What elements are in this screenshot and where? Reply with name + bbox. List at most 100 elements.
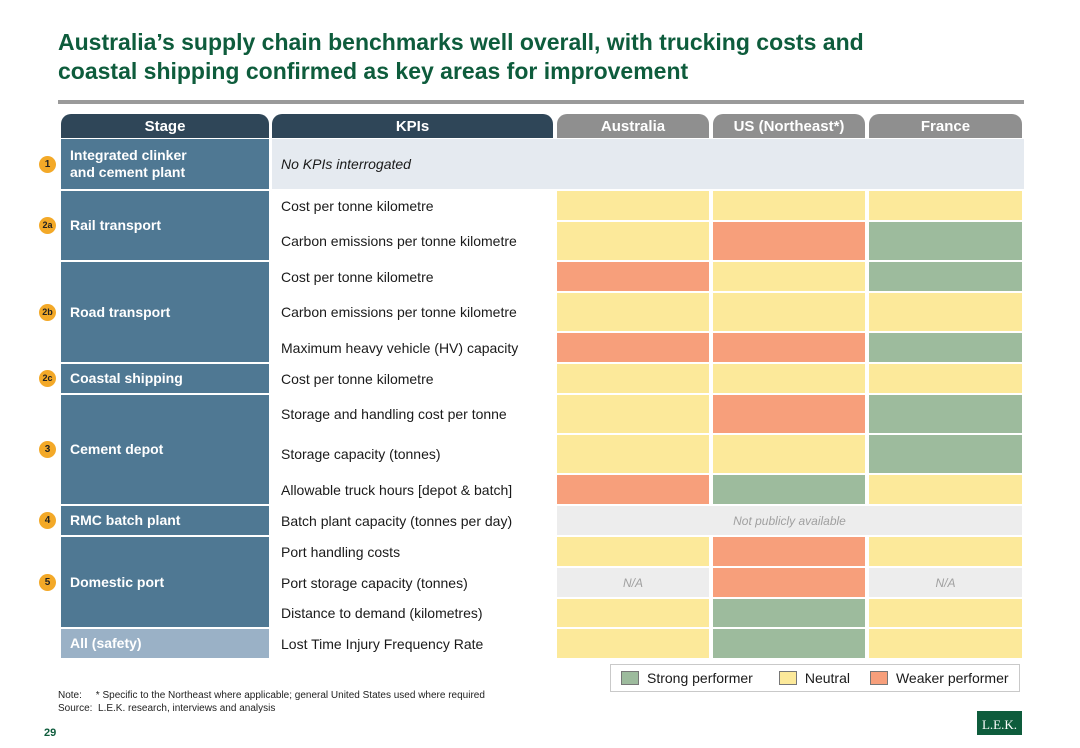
us-rating-cell <box>713 435 865 473</box>
australia-rating-cell <box>557 262 709 291</box>
stage-cell: Rail transport <box>61 191 269 260</box>
kpi-cell: Carbon emissions per tonne kilometre <box>272 222 553 260</box>
us-rating-cell <box>713 262 865 291</box>
title-line-1: Australia’s supply chain benchmarks well… <box>58 29 864 55</box>
na-label: N/A <box>935 575 956 590</box>
stage-cell: RMC batch plant <box>61 506 269 535</box>
kpi-label: Storage capacity (tonnes) <box>281 446 441 462</box>
australia-rating-cell <box>557 191 709 220</box>
kpi-label: Allowable truck hours [depot & batch] <box>281 481 513 498</box>
stage-number-badge: 5 <box>39 573 56 591</box>
kpi-label: Carbon emissions per tonne kilometre <box>281 233 517 249</box>
header-france: France <box>869 114 1022 138</box>
us-rating-cell <box>713 537 865 566</box>
stage-label: Rail transport <box>70 217 162 233</box>
kpi-cell: Storage capacity (tonnes) <box>272 435 553 473</box>
france-rating-cell <box>869 293 1022 331</box>
header-us-northeast: US (Northeast*) <box>713 114 865 138</box>
kpi-label: Cost per tonne kilometre <box>281 370 434 387</box>
title-divider <box>58 100 1024 104</box>
stage-label: Road transport <box>70 303 171 320</box>
stage-label: Domestic port <box>70 573 165 590</box>
stage-label: Integrated clinker and cement plant <box>70 147 187 181</box>
page-title: Australia’s supply chain benchmarks well… <box>58 28 1018 86</box>
france-rating-cell <box>869 333 1022 362</box>
kpi-cell: Port storage capacity (tonnes) <box>272 568 553 597</box>
kpi-cell: Allowable truck hours [depot & batch] <box>272 475 553 504</box>
na-label: N/A <box>622 575 643 590</box>
kpi-cell: Port handling costs <box>272 537 553 566</box>
source-line: Source: L.E.K. research, interviews and … <box>58 703 276 714</box>
stage-number-badge: 2a <box>39 217 56 234</box>
kpi-label: Port handling costs <box>281 543 401 560</box>
kpi-cell: Lost Time Injury Frequency Rate <box>272 629 553 658</box>
row-no-kpis-background <box>272 139 1024 189</box>
stage-number-badge: 4 <box>39 512 56 529</box>
australia-rating-cell <box>557 395 709 433</box>
australia-rating-cell <box>557 293 709 331</box>
kpi-label: Maximum heavy vehicle (HV) capacity <box>281 339 519 356</box>
stage-number-badge: 2b <box>39 303 56 321</box>
us-rating-cell <box>713 568 865 597</box>
stage-number-badge: 2c <box>39 370 56 387</box>
stage-cell: Integrated clinker and cement plant <box>61 139 269 189</box>
kpi-label: Carbon emissions per tonne kilometre <box>281 304 517 320</box>
kpi-label: Cost per tonne kilometre <box>281 268 434 285</box>
kpi-cell: Cost per tonne kilometre <box>272 262 553 291</box>
legend-label-weak: Weaker performer <box>895 670 1009 686</box>
kpi-cell: Distance to demand (kilometres) <box>272 599 553 627</box>
us-rating-cell <box>713 475 865 504</box>
france-rating-cell <box>869 629 1022 658</box>
france-rating-cell <box>869 191 1022 220</box>
us-rating-cell <box>713 364 865 393</box>
australia-rating-cell <box>557 364 709 393</box>
kpi-label: Distance to demand (kilometres) <box>281 605 483 621</box>
title-line-2: coastal shipping confirmed as key areas … <box>58 58 689 84</box>
kpi-cell: Cost per tonne kilometre <box>272 364 553 393</box>
australia-rating-cell <box>557 475 709 504</box>
not-available-label: Not publicly available <box>733 513 846 528</box>
stage-number-badge: 1 <box>39 155 56 173</box>
stage-cell: All (safety) <box>61 629 269 658</box>
us-rating-cell <box>713 191 865 220</box>
stage-cell: Coastal shipping <box>61 364 269 393</box>
legend: Strong performer Neutral Weaker performe… <box>610 664 1020 692</box>
us-rating-cell <box>713 629 865 658</box>
france-rating-cell <box>869 222 1022 260</box>
france-rating-cell <box>869 537 1022 566</box>
stage-label: Cement depot <box>70 441 164 457</box>
france-rating-cell <box>869 475 1022 504</box>
legend-label-strong: Strong performer <box>647 670 753 686</box>
france-rating-cell <box>869 599 1022 627</box>
stage-label-line-2: and cement plant <box>70 164 186 180</box>
kpi-cell: Batch plant capacity (tonnes per day) <box>272 506 553 535</box>
australia-rating-cell <box>557 333 709 362</box>
stage-cell: Road transport <box>61 262 269 362</box>
kpi-cell: Carbon emissions per tonne kilometre <box>272 293 553 331</box>
kpi-cell: Storage and handling cost per tonne <box>272 395 553 433</box>
france-rating-cell <box>869 435 1022 473</box>
header-kpis: KPIs <box>272 114 553 138</box>
kpi-cell: No KPIs interrogated <box>272 139 553 189</box>
kpi-label: No KPIs interrogated <box>281 156 411 172</box>
us-rating-cell <box>713 222 865 260</box>
kpi-cell: Cost per tonne kilometre <box>272 191 553 220</box>
us-rating-cell <box>713 395 865 433</box>
kpi-label: Port storage capacity (tonnes) <box>281 574 468 591</box>
australia-rating-cell <box>557 537 709 566</box>
not-available-cell: Not publicly available <box>557 506 1022 535</box>
us-rating-cell <box>713 293 865 331</box>
page-number: 29 <box>44 727 57 739</box>
note-line: Note: * Specific to the Northeast where … <box>58 690 485 701</box>
stage-label: RMC batch plant <box>70 512 181 528</box>
kpi-label: Lost Time Injury Frequency Rate <box>281 635 484 652</box>
france-rating-cell: N/A <box>869 568 1022 597</box>
legend-swatch-weak <box>869 671 888 685</box>
stage-cell: Domestic port <box>61 537 269 627</box>
stage-cell: Cement depot <box>61 395 269 504</box>
kpi-cell: Maximum heavy vehicle (HV) capacity <box>272 333 553 362</box>
stage-label-line-1: Integrated clinker <box>70 147 187 163</box>
kpi-label: Storage and handling cost per tonne <box>281 406 507 422</box>
australia-rating-cell <box>557 629 709 658</box>
